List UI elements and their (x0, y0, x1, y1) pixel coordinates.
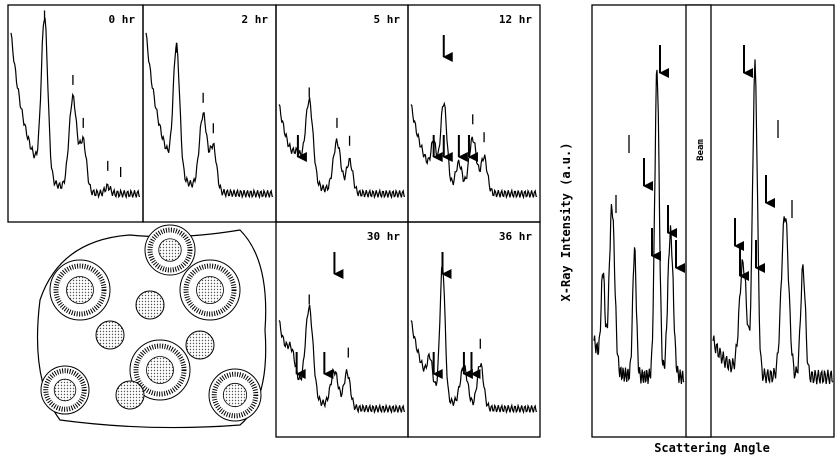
junction-core (115, 380, 145, 410)
panel-frame (275, 4, 409, 223)
cubic-phase-illustration (36, 224, 267, 429)
scattering-trace (410, 263, 538, 415)
micelle-ring (183, 263, 237, 317)
time-label: 0 hr (109, 13, 136, 26)
beam-stop (685, 4, 712, 438)
right-panel-frame (591, 4, 835, 438)
micelle-ring (211, 371, 259, 419)
junction-core (135, 290, 165, 320)
micelle-core (196, 276, 224, 304)
micelle-core (53, 378, 77, 402)
panel-frame (407, 4, 541, 223)
scattering-trace (410, 101, 538, 200)
junction-core (185, 330, 215, 360)
micelle-ring (53, 263, 107, 317)
scattering-trace (593, 69, 685, 384)
junction-core (95, 320, 125, 350)
scattering-trace (10, 17, 141, 200)
time-label: 36 hr (499, 230, 532, 243)
panel-frame (275, 221, 409, 438)
scattering-trace (278, 97, 406, 200)
x-axis-label: Scattering Angle (654, 441, 770, 455)
micelle-ring (133, 343, 187, 397)
scattering-trace (278, 304, 406, 415)
scattering-trace (712, 59, 834, 385)
time-label: 5 hr (374, 13, 401, 26)
time-label: 12 hr (499, 13, 532, 26)
micelle-core (222, 382, 248, 408)
beam-label: Beam (696, 139, 706, 161)
micelle-ring (43, 368, 87, 412)
micelle-core (146, 356, 174, 384)
panel-frame (407, 221, 541, 438)
micelle-core (66, 276, 94, 304)
micelle-ring (147, 227, 193, 273)
time-label: 2 hr (242, 13, 269, 26)
micelle-core (158, 238, 182, 262)
y-axis-label: X-Ray Intensity (a.u.) (559, 143, 573, 302)
scattering-trace (145, 32, 274, 200)
panel-frame (142, 4, 277, 223)
time-label: 30 hr (367, 230, 400, 243)
